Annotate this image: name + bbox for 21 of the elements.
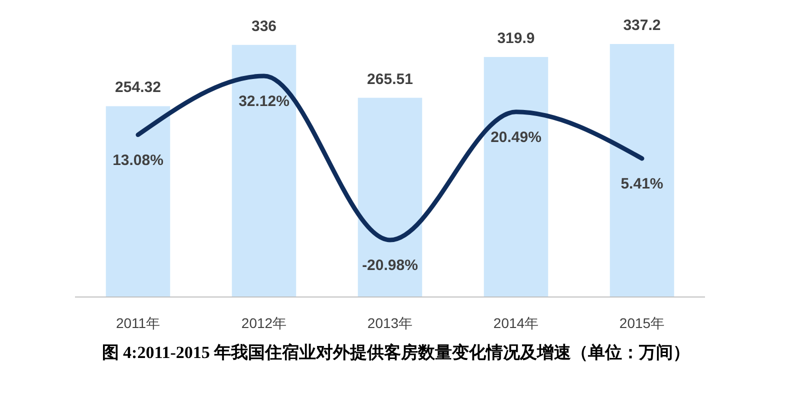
bar [484, 56, 548, 297]
data-label: 254.32 [115, 79, 161, 96]
x-tick-label: 2013年 [367, 315, 413, 331]
bar [106, 106, 170, 297]
data-label: 5.41% [620, 175, 664, 192]
bar [358, 98, 422, 297]
data-label: -20.98% [362, 257, 418, 274]
bar [232, 44, 296, 297]
bar [610, 44, 674, 297]
x-tick-label: 2012年 [241, 315, 287, 331]
data-label: 32.12% [238, 93, 290, 110]
data-label: 13.08% [112, 152, 164, 169]
x-tick-label: 2015年 [619, 315, 665, 331]
data-label: 337.2 [623, 17, 661, 34]
x-tick-label: 2014年 [493, 315, 539, 331]
data-label: 265.51 [367, 70, 413, 88]
data-label: 20.49% [490, 128, 542, 146]
data-label: 319.9 [497, 30, 535, 47]
data-label: 336 [251, 18, 277, 35]
x-tick-label: 2011年 [116, 315, 160, 331]
text: 图 4:2011-2015 年我国住宿业对外提供客房数量变化情况及增速（单位：万间） [102, 343, 690, 362]
